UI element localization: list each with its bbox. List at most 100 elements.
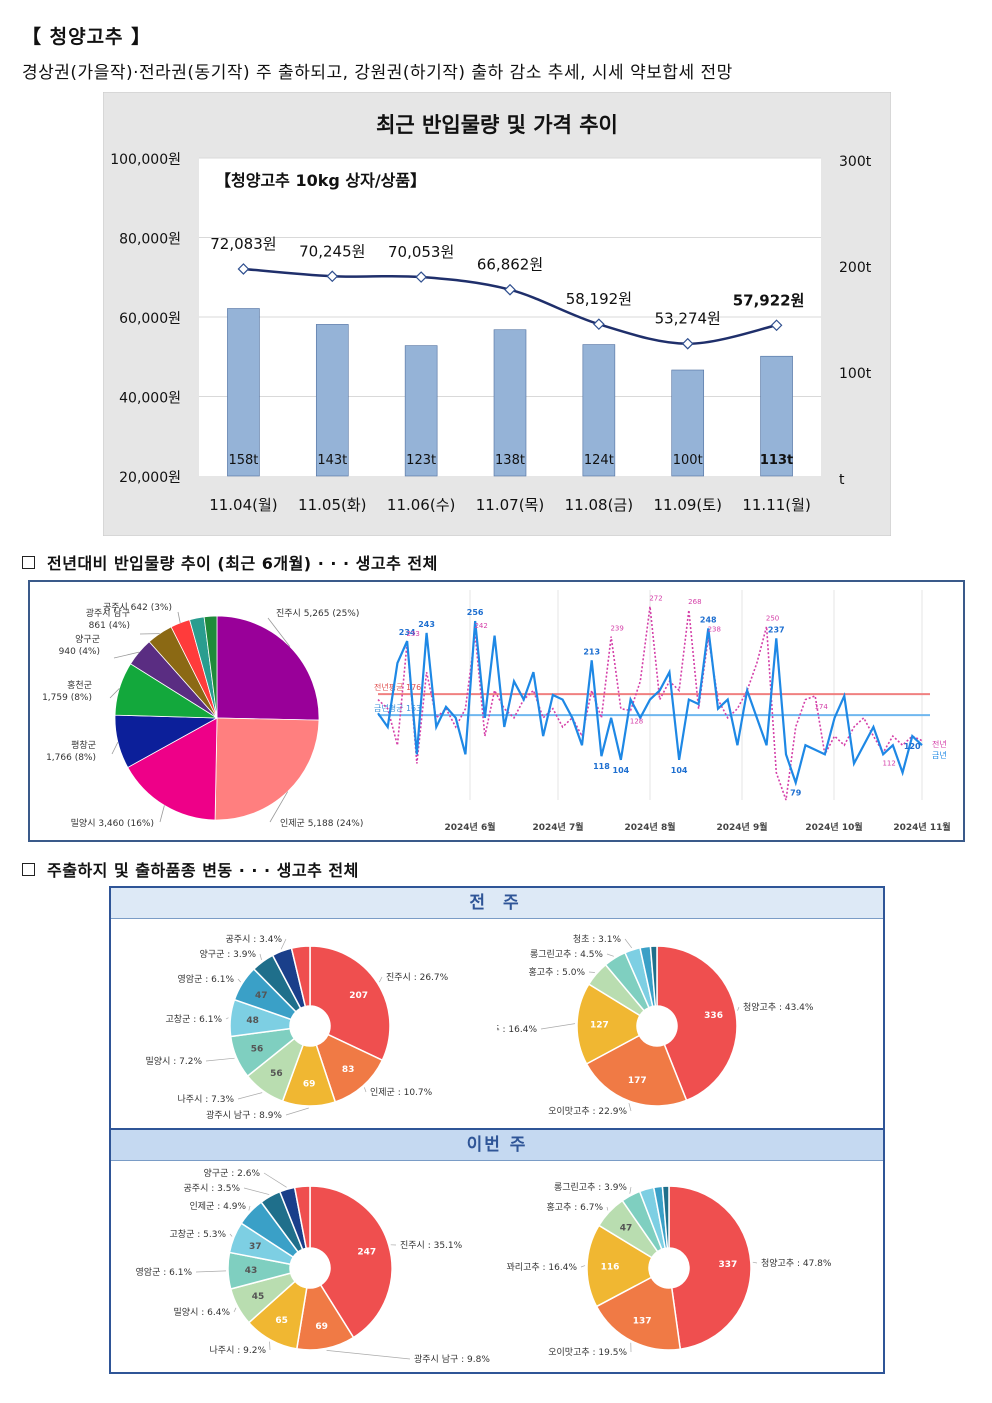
data-label: 233 <box>406 630 419 638</box>
prev-week-header: 전 주 <box>111 888 883 919</box>
data-label: 79 <box>790 789 802 798</box>
price-label: 72,083원 <box>210 235 276 253</box>
donut-label: 밀양시 : 6.4% <box>174 1306 231 1318</box>
donut-label: 인제군 : 4.9% <box>190 1201 247 1212</box>
donut-label: 홍고추 : 6.7% <box>547 1201 604 1213</box>
this-week-header: 이번 주 <box>111 1128 883 1161</box>
donut-label: 양구군 : 3.9% <box>200 949 257 960</box>
donut-label: 광주시 남구 : 8.9% <box>206 1109 282 1121</box>
donut-label: 청양고추 : 47.8% <box>761 1258 832 1269</box>
legend-curr: 금년 <box>932 750 947 760</box>
donut-label: 꽈리고추 : 16.4% <box>497 1024 537 1035</box>
slice-value: 47 <box>255 991 268 1001</box>
pie-slice <box>127 717 218 821</box>
volume-label: 138t <box>495 453 525 468</box>
price-marker <box>415 271 427 283</box>
donut-leader <box>285 1107 309 1116</box>
donut-slice <box>585 1034 688 1107</box>
donut-leader <box>629 1186 632 1194</box>
donut-leader <box>378 976 383 983</box>
x-tick-label: 11.06(수) <box>387 496 455 514</box>
slice-value: 47 <box>620 1224 633 1234</box>
pie-slice <box>216 615 320 721</box>
data-label: 256 <box>467 608 484 617</box>
donut-label: 공주시 : 3.4% <box>226 934 283 945</box>
donut-slice <box>576 983 641 1065</box>
donut-leader <box>225 1017 229 1020</box>
price-marker <box>681 337 694 350</box>
chart-subtitle: 【청양고추 10kg 상자/상품】 <box>215 171 426 190</box>
donut-leader <box>752 1261 758 1264</box>
price-volume-chart: 최근 반입물량 및 가격 추이 100,000원 80,000원 60,000원 40,… <box>103 92 891 536</box>
right-axis-tick: 100t <box>839 366 872 382</box>
donut-label: 영암군 : 6.1% <box>136 1266 193 1278</box>
donut-label: 청양고추 : 43.4% <box>743 1002 814 1013</box>
slice-value: 207 <box>349 991 368 1001</box>
donut-leader <box>243 1187 270 1195</box>
slice-value: 177 <box>628 1076 647 1086</box>
slice-value: 65 <box>275 1316 288 1326</box>
legend-prev: 전년 <box>932 739 947 749</box>
x-tick-label: 11.05(화) <box>298 496 366 514</box>
slice-value: 137 <box>633 1317 652 1327</box>
x-tick-label: 2024년 9월 <box>716 821 767 833</box>
left-axis-tick: 40,000원 <box>119 391 181 407</box>
donut-leader <box>280 938 287 950</box>
slice-value: 48 <box>246 1016 259 1026</box>
yoy-line-chart: 2024년 6월 2024년 7월 2024년 8월 2024년 9월 2024년 10… <box>374 590 951 833</box>
data-label: 248 <box>700 615 717 624</box>
checkbox-icon <box>22 863 35 876</box>
donut-label: 고창군 : 6.1% <box>166 1014 223 1025</box>
price-label: 70,053원 <box>388 243 454 261</box>
this-week-variety-pie: 337 청양고추 : 47.8% 137 오이맛고추 : 19.5% 116 꽈리고추 :… <box>507 1182 832 1358</box>
right-axis-tick: t <box>839 472 845 488</box>
volume-label: 158t <box>228 453 258 468</box>
pie-leader <box>269 791 289 823</box>
volume-bar <box>671 369 705 477</box>
left-axis-tick: 20,000원 <box>119 470 181 486</box>
donut-label: 양구군 : 2.6% <box>204 1168 261 1179</box>
slice-value: 43 <box>245 1266 258 1276</box>
donut-slice <box>656 945 738 1102</box>
data-label: 237 <box>768 625 785 634</box>
donut-leader <box>628 1102 632 1112</box>
pie-leader <box>159 805 165 823</box>
pie-label: 홍천군 1,759 (8%) <box>42 679 92 703</box>
price-marker <box>237 263 250 275</box>
avg-label: 전년평균 176 <box>374 682 421 692</box>
donut-slice <box>586 1224 653 1308</box>
data-label: 118 <box>593 762 610 771</box>
volume-label: 143t <box>317 453 347 468</box>
donut-leader <box>737 1006 740 1011</box>
data-label: 268 <box>688 598 701 606</box>
slice-value: 56 <box>270 1069 283 1079</box>
slice-value: 127 <box>590 1020 609 1030</box>
x-tick-label: 2024년 6월 <box>444 821 495 833</box>
donut-slice <box>290 945 311 1008</box>
donut-label: 진주시 : 26.7% <box>386 972 449 983</box>
donut-slice <box>649 945 658 1007</box>
donut-leader <box>580 1265 586 1268</box>
donut-leader <box>195 1270 227 1273</box>
right-axis-tick: 300t <box>839 154 872 170</box>
price-marker <box>326 270 339 283</box>
x-tick-label: 2024년 11월 <box>893 821 950 833</box>
donut-label: 홍고추 : 5.0% <box>529 966 586 978</box>
page-heading: 【 청양고추 】 <box>22 26 152 48</box>
volume-bar <box>315 324 349 477</box>
pie-label: 진주시 5,265 (25%) <box>276 608 359 619</box>
price-label: 57,922원 <box>733 291 805 309</box>
data-label: 243 <box>418 620 435 629</box>
pie-label: 양구군 940 (4%) <box>59 634 100 657</box>
donut-label: 인제군 : 10.7% <box>370 1087 433 1098</box>
data-label: 238 <box>708 625 721 633</box>
left-axis-tick: 80,000원 <box>119 232 181 248</box>
donut-slice <box>661 1185 670 1249</box>
left-axis-tick: 100,000원 <box>110 152 181 168</box>
donut-label: 진주시 : 35.1% <box>400 1240 463 1251</box>
donut-leader <box>233 1307 237 1313</box>
left-axis-tick: 60,000원 <box>119 311 181 327</box>
prev-week-variety-pie: 336 청양고추 : 43.4% 177 오이맛고추 : 22.9% 127 꽈리고추 :… <box>497 934 814 1117</box>
price-label: 53,274원 <box>655 310 721 328</box>
volume-bar <box>493 329 527 477</box>
